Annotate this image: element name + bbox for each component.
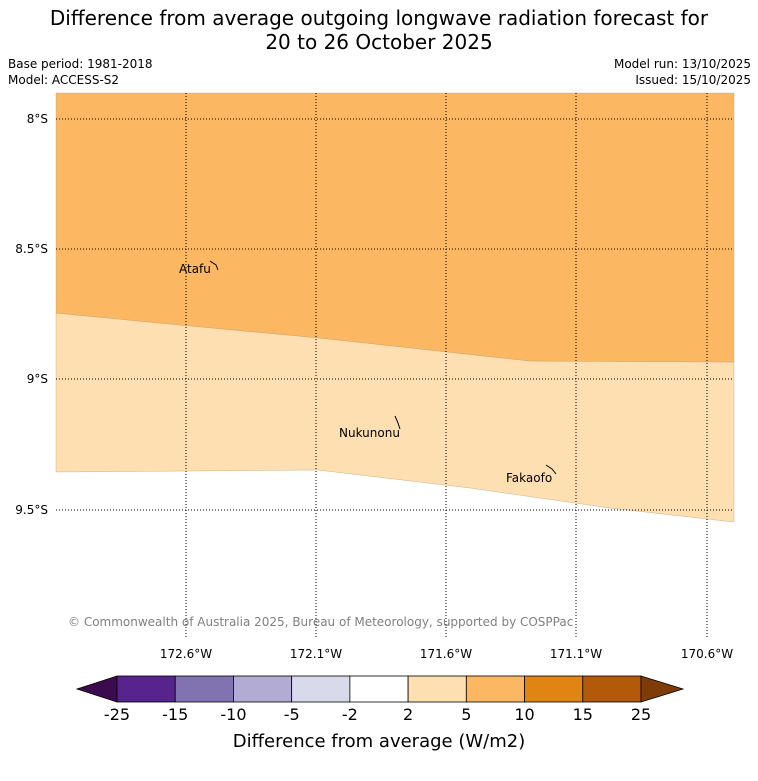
map-panel: Atafu Nukunonu Fakaofo © Commonwealth of… xyxy=(55,92,735,639)
lat-label: 9.5°S xyxy=(15,503,48,517)
title-line-2: 20 to 26 October 2025 xyxy=(265,30,493,54)
colorbar-extend-high xyxy=(640,675,685,703)
colorbar-tick-label: -2 xyxy=(342,705,358,724)
lon-label: 172.6°W xyxy=(160,647,212,661)
colorbar-tick-label: -10 xyxy=(220,705,246,724)
colorbar-title: Difference from average (W/m2) xyxy=(233,731,525,752)
colorbar-swatch xyxy=(407,675,467,703)
region-5-to-10 xyxy=(55,92,735,363)
latitude-labels: 8°S 8.5°S 9°S 9.5°S xyxy=(15,112,48,517)
gridlines xyxy=(56,93,734,639)
place-label-nukunonu: Nukunonu xyxy=(339,426,400,440)
atoll-outlines xyxy=(209,260,557,475)
colorbar-tick-label: 15 xyxy=(573,705,593,724)
lon-label: 171.6°W xyxy=(420,647,472,661)
colorbar-tick-label: -15 xyxy=(162,705,188,724)
colorbar-tick-label: 5 xyxy=(461,705,471,724)
nukunonu-outline-icon xyxy=(394,415,401,430)
place-label-atafu: Atafu xyxy=(179,262,211,276)
chart-title: Difference from average outgoing longwav… xyxy=(0,6,758,54)
colorbar-swatch xyxy=(582,675,642,703)
colorbar: -25 -15 -10 -5 -2 2 5 10 15 25 xyxy=(75,675,685,724)
atafu-outline-icon xyxy=(209,260,219,271)
meta-left: Base period: 1981-2018 Model: ACCESS-S2 xyxy=(8,56,153,88)
base-period: Base period: 1981-2018 xyxy=(8,57,153,71)
longitude-labels: 172.6°W 172.1°W 171.6°W 171.1°W 170.6°W xyxy=(160,647,733,661)
lat-label: 8.5°S xyxy=(15,242,48,256)
colorbar-swatch xyxy=(174,675,234,703)
lon-label: 171.1°W xyxy=(550,647,602,661)
colorbar-tick-label: 25 xyxy=(631,705,651,724)
model-run: Model run: 13/10/2025 xyxy=(613,57,751,71)
colorbar-swatch xyxy=(465,675,525,703)
colorbar-tick-label: 10 xyxy=(514,705,534,724)
meta-right: Model run: 13/10/2025 Issued: 15/10/2025 xyxy=(614,56,751,88)
fakaofo-outline-icon xyxy=(545,464,557,475)
colorbar-swatch xyxy=(233,675,293,703)
lat-label: 8°S xyxy=(27,112,48,126)
title-line-1: Difference from average outgoing longwav… xyxy=(49,6,709,30)
colorbar-swatch xyxy=(524,675,584,703)
colorbar-tick-label: 2 xyxy=(403,705,413,724)
issued-date: Issued: 15/10/2025 xyxy=(635,73,751,87)
colorbar-swatch xyxy=(291,675,351,703)
colorbar-swatch xyxy=(116,675,176,703)
place-label-fakaofo: Fakaofo xyxy=(506,471,552,485)
colorbar-tick-label: -25 xyxy=(104,705,130,724)
lon-label: 172.1°W xyxy=(290,647,342,661)
colorbar-extend-low xyxy=(75,675,118,703)
lon-label: 170.6°W xyxy=(681,647,733,661)
colorbar-tick-label: -5 xyxy=(284,705,300,724)
lat-label: 9°S xyxy=(27,372,48,386)
model-name: Model: ACCESS-S2 xyxy=(8,73,120,87)
copyright-notice: © Commonwealth of Australia 2025, Bureau… xyxy=(68,615,573,629)
colorbar-swatch xyxy=(349,675,409,703)
